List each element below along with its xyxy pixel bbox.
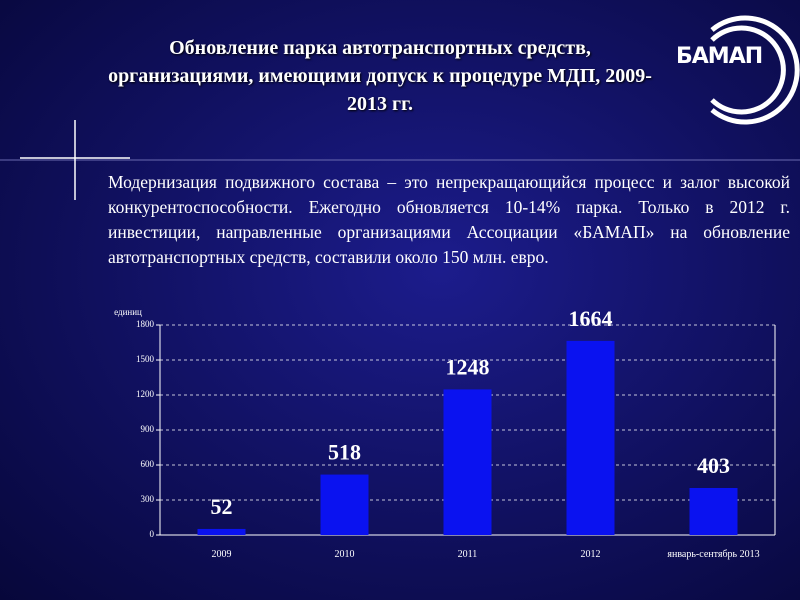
bar [566, 340, 615, 535]
logo: БАМАП [676, 44, 763, 69]
x-tick-label: 2010 [334, 549, 355, 560]
y-tick-label: 900 [141, 424, 155, 434]
bar [197, 528, 246, 535]
x-tick-label: 2012 [580, 549, 601, 560]
y-axis-label: единиц [114, 307, 142, 317]
bar [320, 474, 369, 535]
logo-arcs [710, 15, 800, 125]
data-label: 518 [328, 440, 361, 465]
y-tick-label: 1200 [136, 389, 155, 399]
y-tick-label: 1800 [136, 319, 155, 329]
data-label: 403 [697, 453, 730, 478]
body-text: Модернизация подвижного состава – это не… [108, 172, 790, 267]
slide-title: Обновление парка автотранспортных средст… [108, 37, 652, 115]
y-tick-label: 300 [141, 494, 155, 504]
data-label: 1664 [569, 306, 613, 331]
x-tick-label: январь-сентябрь 2013 [667, 549, 760, 560]
sparkle [20, 120, 130, 200]
data-label: 52 [211, 494, 233, 519]
x-tick-label: 2009 [211, 549, 232, 560]
data-label: 1248 [446, 354, 490, 379]
bar [689, 487, 738, 535]
y-tick-label: 1500 [136, 354, 155, 364]
x-tick-label: 2011 [457, 549, 478, 560]
y-tick-label: 0 [150, 529, 155, 539]
y-tick-label: 600 [141, 459, 155, 469]
bar [443, 389, 492, 535]
